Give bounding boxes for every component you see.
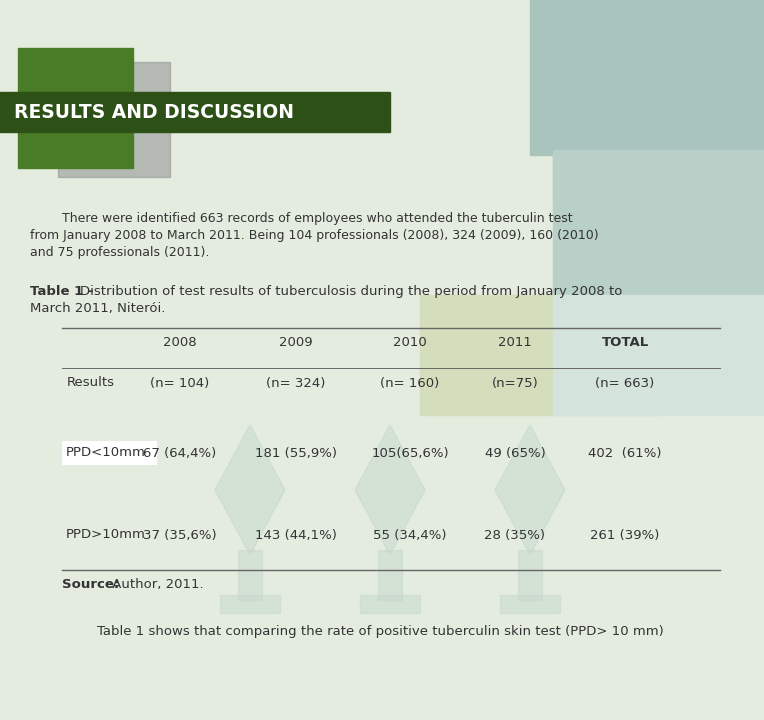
Text: 37 (35,6%): 37 (35,6%) [143,528,217,541]
Bar [500,595,560,613]
Bar [18,48,133,168]
Text: 2008: 2008 [163,336,197,348]
Text: 105(65,6%): 105(65,6%) [371,446,448,459]
Text: 55 (34,4%): 55 (34,4%) [374,528,447,541]
Text: Distribution of test results of tuberculosis during the period from January 2008: Distribution of test results of tubercul… [80,285,623,298]
Text: (n= 324): (n= 324) [267,377,325,390]
Text: 2010: 2010 [393,336,427,348]
Bar [553,155,764,205]
Text: 2009: 2009 [279,336,312,348]
Text: (n= 663): (n= 663) [595,377,655,390]
Bar [518,550,542,600]
Text: Table 1 shows that comparing the rate of positive tuberculin skin test (PPD> 10 : Table 1 shows that comparing the rate of… [80,625,664,638]
Bar [62,441,157,465]
Polygon shape [355,425,425,555]
Text: PPD>10mm: PPD>10mm [66,528,146,541]
Text: and 75 professionals (2011).: and 75 professionals (2011). [30,246,209,259]
Polygon shape [495,425,565,555]
Text: (n=75): (n=75) [491,377,539,390]
Text: 67 (64,4%): 67 (64,4%) [144,446,217,459]
Bar [360,595,420,613]
Bar [220,595,280,613]
Bar [378,550,402,600]
Text: (n= 104): (n= 104) [151,377,209,390]
Text: 181 (55,9%): 181 (55,9%) [255,446,337,459]
Text: TOTAL: TOTAL [601,336,649,348]
Text: 28 (35%): 28 (35%) [484,528,545,541]
Bar [420,295,660,415]
Bar [553,150,764,400]
Text: Source:: Source: [62,578,119,591]
Bar [238,550,262,600]
Bar [58,62,170,177]
Text: Results: Results [67,377,115,390]
Text: 261 (39%): 261 (39%) [591,528,659,541]
Text: 49 (65%): 49 (65%) [484,446,545,459]
Polygon shape [215,425,285,555]
Text: March 2011, Niterói.: March 2011, Niterói. [30,302,165,315]
Bar [0,92,390,132]
Text: 143 (44,1%): 143 (44,1%) [255,528,337,541]
Bar [553,295,764,415]
Text: 402  (61%): 402 (61%) [588,446,662,459]
Text: 2011: 2011 [498,336,532,348]
Text: PPD<10mm: PPD<10mm [66,446,146,459]
Text: Author, 2011.: Author, 2011. [108,578,204,591]
Text: (n= 160): (n= 160) [380,377,439,390]
Text: RESULTS AND DISCUSSION: RESULTS AND DISCUSSION [14,102,294,122]
Text: Table 1 -: Table 1 - [30,285,98,298]
Bar [530,0,764,155]
Text: There were identified 663 records of employees who attended the tuberculin test: There were identified 663 records of emp… [30,212,573,225]
Text: from January 2008 to March 2011. Being 104 professionals (2008), 324 (2009), 160: from January 2008 to March 2011. Being 1… [30,229,599,242]
